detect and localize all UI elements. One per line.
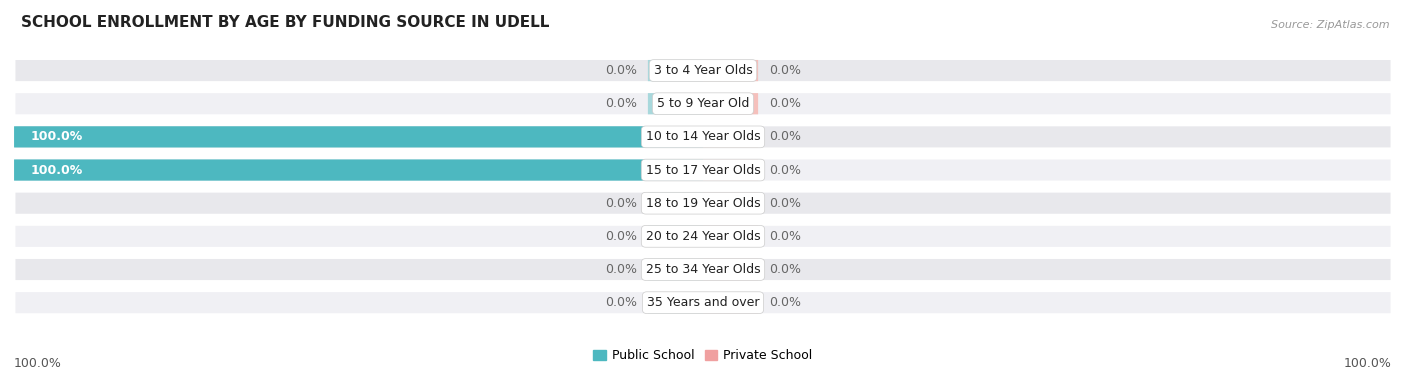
Text: 10 to 14 Year Olds: 10 to 14 Year Olds	[645, 130, 761, 143]
Text: 100.0%: 100.0%	[31, 164, 83, 176]
Text: 0.0%: 0.0%	[605, 230, 637, 243]
FancyBboxPatch shape	[14, 191, 1392, 215]
Text: SCHOOL ENROLLMENT BY AGE BY FUNDING SOURCE IN UDELL: SCHOOL ENROLLMENT BY AGE BY FUNDING SOUR…	[21, 15, 550, 30]
Text: 0.0%: 0.0%	[769, 263, 801, 276]
Legend: Public School, Private School: Public School, Private School	[593, 349, 813, 362]
Text: 18 to 19 Year Olds: 18 to 19 Year Olds	[645, 197, 761, 210]
FancyBboxPatch shape	[703, 292, 758, 313]
Text: Source: ZipAtlas.com: Source: ZipAtlas.com	[1271, 20, 1389, 30]
Text: 20 to 24 Year Olds: 20 to 24 Year Olds	[645, 230, 761, 243]
Text: 100.0%: 100.0%	[31, 130, 83, 143]
Text: 0.0%: 0.0%	[769, 64, 801, 77]
FancyBboxPatch shape	[703, 259, 758, 280]
FancyBboxPatch shape	[703, 226, 758, 247]
FancyBboxPatch shape	[14, 224, 1392, 248]
Text: 100.0%: 100.0%	[14, 357, 62, 370]
FancyBboxPatch shape	[648, 226, 703, 247]
Text: 0.0%: 0.0%	[769, 296, 801, 309]
FancyBboxPatch shape	[14, 92, 1392, 116]
FancyBboxPatch shape	[703, 60, 758, 81]
Text: 0.0%: 0.0%	[605, 296, 637, 309]
FancyBboxPatch shape	[14, 126, 703, 147]
FancyBboxPatch shape	[14, 125, 1392, 149]
Text: 35 Years and over: 35 Years and over	[647, 296, 759, 309]
Text: 0.0%: 0.0%	[769, 197, 801, 210]
Text: 0.0%: 0.0%	[769, 97, 801, 110]
Text: 0.0%: 0.0%	[769, 230, 801, 243]
Text: 0.0%: 0.0%	[605, 97, 637, 110]
Text: 0.0%: 0.0%	[769, 130, 801, 143]
Text: 0.0%: 0.0%	[769, 164, 801, 176]
FancyBboxPatch shape	[648, 60, 703, 81]
Text: 3 to 4 Year Olds: 3 to 4 Year Olds	[654, 64, 752, 77]
FancyBboxPatch shape	[648, 259, 703, 280]
FancyBboxPatch shape	[703, 126, 758, 147]
Text: 15 to 17 Year Olds: 15 to 17 Year Olds	[645, 164, 761, 176]
Text: 0.0%: 0.0%	[605, 263, 637, 276]
FancyBboxPatch shape	[648, 93, 703, 114]
Text: 5 to 9 Year Old: 5 to 9 Year Old	[657, 97, 749, 110]
FancyBboxPatch shape	[703, 93, 758, 114]
FancyBboxPatch shape	[14, 257, 1392, 282]
Text: 25 to 34 Year Olds: 25 to 34 Year Olds	[645, 263, 761, 276]
FancyBboxPatch shape	[648, 292, 703, 313]
FancyBboxPatch shape	[648, 193, 703, 214]
FancyBboxPatch shape	[14, 59, 1392, 83]
Text: 100.0%: 100.0%	[1344, 357, 1392, 370]
Text: 0.0%: 0.0%	[605, 64, 637, 77]
Text: 0.0%: 0.0%	[605, 197, 637, 210]
FancyBboxPatch shape	[14, 291, 1392, 314]
FancyBboxPatch shape	[14, 159, 703, 181]
FancyBboxPatch shape	[703, 159, 758, 181]
FancyBboxPatch shape	[703, 193, 758, 214]
FancyBboxPatch shape	[14, 158, 1392, 182]
